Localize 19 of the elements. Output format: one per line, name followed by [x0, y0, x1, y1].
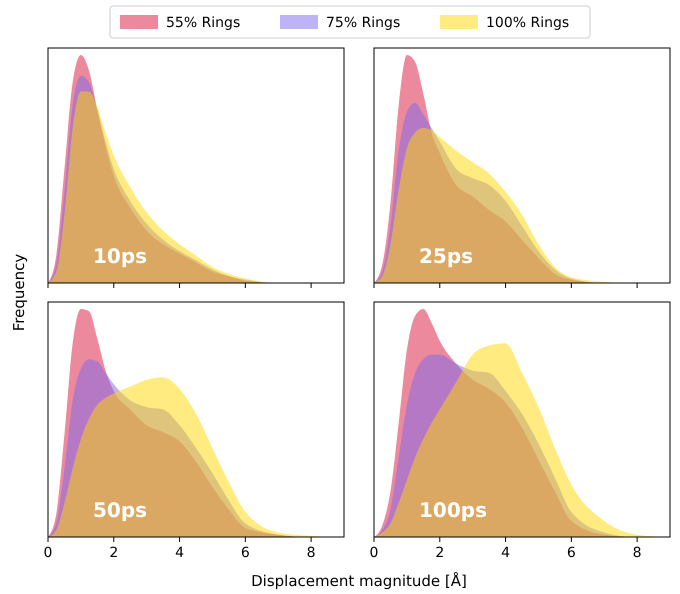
- annotation: 25ps: [419, 244, 474, 268]
- x-tick-label: 0: [370, 545, 378, 561]
- legend-label: 55% Rings: [166, 15, 240, 31]
- legend-label: 75% Rings: [326, 15, 400, 31]
- x-tick-label: 0: [44, 545, 52, 561]
- legend-label: 100% Rings: [486, 15, 570, 31]
- annotation: 10ps: [93, 244, 148, 268]
- x-tick-label: 6: [566, 545, 576, 561]
- x-tick-label: 8: [306, 545, 316, 561]
- annotation: 100ps: [419, 498, 487, 522]
- x-axis-title: Displacement magnitude [Å]: [251, 572, 467, 590]
- x-tick-label: 4: [175, 545, 184, 561]
- annotation: 50ps: [93, 498, 148, 522]
- y-axis-title: Frequency: [10, 254, 28, 332]
- x-tick-label: 8: [632, 545, 642, 561]
- x-tick-label: 2: [109, 545, 118, 561]
- x-tick-label: 2: [435, 545, 444, 561]
- x-tick-label: 6: [240, 545, 250, 561]
- x-tick-label: 4: [501, 545, 510, 561]
